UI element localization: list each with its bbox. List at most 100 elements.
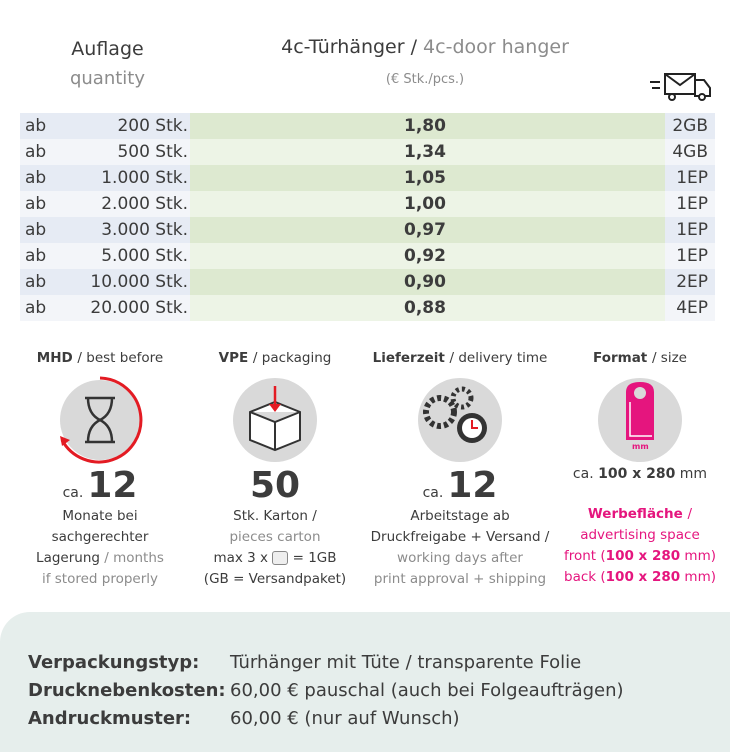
quantity-de: Auflage bbox=[71, 38, 144, 60]
segment: Monate bei bbox=[62, 508, 138, 524]
prefix: ab bbox=[25, 194, 47, 214]
segment: 12 bbox=[447, 465, 498, 506]
segment: = 1GB bbox=[288, 550, 337, 566]
figure: ca. 12 bbox=[5, 464, 195, 515]
info-title: Format / size bbox=[545, 348, 730, 369]
footer-label: Drucknebenkosten: bbox=[28, 680, 226, 701]
price-row: ab 3.000 Stk. 0,97 1EP bbox=[20, 217, 715, 243]
segment: / best before bbox=[77, 350, 164, 366]
figure: 50 bbox=[180, 464, 370, 515]
figure: ca. 100 x 280 mm bbox=[545, 463, 730, 485]
icon-label: mm bbox=[632, 442, 649, 451]
price-row: ab 5.000 Stk. 0,92 1EP bbox=[20, 243, 715, 269]
segment: / delivery time bbox=[449, 350, 548, 366]
icons bbox=[60, 73, 711, 464]
shipping: 2EP bbox=[676, 272, 708, 292]
info-title: Lieferzeit / delivery time bbox=[365, 348, 555, 369]
row-bg-left bbox=[20, 191, 190, 217]
prefix: ab bbox=[25, 116, 47, 136]
row-bg-mid bbox=[190, 139, 665, 165]
segment: working days after bbox=[397, 550, 523, 566]
row-bg-right bbox=[665, 243, 715, 269]
row-bg-mid bbox=[190, 113, 665, 139]
price-row: ab 20.000 Stk. 0,88 4EP bbox=[20, 295, 715, 321]
info-line: front (100 x 280 mm) bbox=[545, 546, 730, 567]
row-bg-mid bbox=[190, 217, 665, 243]
shipping: 2GB bbox=[672, 116, 708, 136]
shipping: 1EP bbox=[676, 168, 708, 188]
price-row: ab 1.000 Stk. 1,05 1EP bbox=[20, 165, 715, 191]
segment: pieces carton bbox=[229, 529, 321, 545]
quantity: 500 Stk. bbox=[117, 142, 188, 162]
info-line: Arbeitstage ab bbox=[365, 506, 555, 527]
row-bg-mid bbox=[190, 191, 665, 217]
shipping: 1EP bbox=[676, 194, 708, 214]
prefix: ab bbox=[25, 298, 47, 318]
price: 0,90 bbox=[404, 272, 446, 292]
prefix: ab bbox=[25, 220, 47, 240]
prefix: ab bbox=[25, 272, 47, 292]
segment: back ( bbox=[564, 569, 606, 585]
segment: ca. bbox=[62, 485, 84, 501]
row-bg-mid bbox=[190, 295, 665, 321]
info-line: pieces carton bbox=[180, 527, 370, 548]
price: 0,92 bbox=[404, 246, 446, 266]
footer-value: 60,00 € (nur auf Wunsch) bbox=[230, 708, 460, 729]
hanger-icon bbox=[598, 378, 682, 462]
segment: 50 bbox=[249, 465, 301, 506]
quantity: 5.000 Stk. bbox=[101, 246, 188, 266]
shipping: 1EP bbox=[676, 246, 708, 266]
segment: VPE bbox=[218, 350, 253, 366]
quantity: 200 Stk. bbox=[117, 116, 188, 136]
price-row: ab 200 Stk. 1,80 2GB bbox=[20, 113, 715, 139]
footer-value: Türhänger mit Tüte / transparente Folie bbox=[230, 652, 582, 673]
info-line: Monate bei bbox=[5, 506, 195, 527]
row-bg-left bbox=[20, 139, 190, 165]
segment: max 3 x bbox=[213, 550, 273, 566]
segment: mm) bbox=[680, 569, 716, 585]
segment: front ( bbox=[563, 548, 606, 564]
box-mini-icon bbox=[272, 551, 289, 565]
info-title: MHD / best before bbox=[5, 348, 195, 369]
info-title: VPE / packaging bbox=[180, 348, 370, 369]
quantity-en: quantity bbox=[69, 68, 146, 89]
footer-box bbox=[0, 612, 730, 752]
shipping: 4GB bbox=[672, 142, 708, 162]
row-bg-right bbox=[665, 217, 715, 243]
row-bg-mid bbox=[190, 243, 665, 269]
product-de: 4c-Türhänger / bbox=[281, 36, 424, 58]
segment: advertising space bbox=[580, 527, 700, 543]
segment: Arbeitstage ab bbox=[410, 508, 510, 524]
segment: MHD bbox=[36, 350, 78, 366]
segment: Lieferzeit bbox=[372, 350, 450, 366]
info-line: working days after bbox=[365, 548, 555, 569]
segment: sachgerechter bbox=[51, 529, 149, 545]
segment: if stored properly bbox=[41, 571, 159, 587]
shipping: 4EP bbox=[676, 298, 708, 318]
product-title: 4c-Türhänger / 4c-door hanger bbox=[190, 36, 660, 58]
segment: 100 x 280 bbox=[605, 548, 681, 564]
shipping: 1EP bbox=[676, 220, 708, 240]
price: 0,97 bbox=[404, 220, 446, 240]
info-line: Stk. Karton / bbox=[180, 506, 370, 527]
box-icon bbox=[233, 378, 317, 462]
info-line: sachgerechter bbox=[5, 527, 195, 548]
segment: / months bbox=[104, 550, 164, 566]
quantity: 2.000 Stk. bbox=[101, 194, 188, 214]
quantity: 1.000 Stk. bbox=[101, 168, 188, 188]
price: 0,88 bbox=[404, 298, 446, 318]
price: 1,80 bbox=[404, 116, 446, 136]
segment: Lagerung bbox=[36, 550, 105, 566]
row-bg-left bbox=[20, 269, 190, 295]
row-bg-right bbox=[665, 165, 715, 191]
row-bg-right bbox=[665, 269, 715, 295]
row-bg-left bbox=[20, 295, 190, 321]
prefix: ab bbox=[25, 142, 47, 162]
segment: (GB = Versandpaket) bbox=[203, 571, 347, 587]
row-bg-right bbox=[665, 191, 715, 217]
segment: 100 x 280 bbox=[598, 466, 676, 482]
row-bg-mid bbox=[190, 269, 665, 295]
row-bg-mid bbox=[190, 165, 665, 191]
info-line: Lagerung / months bbox=[5, 548, 195, 569]
